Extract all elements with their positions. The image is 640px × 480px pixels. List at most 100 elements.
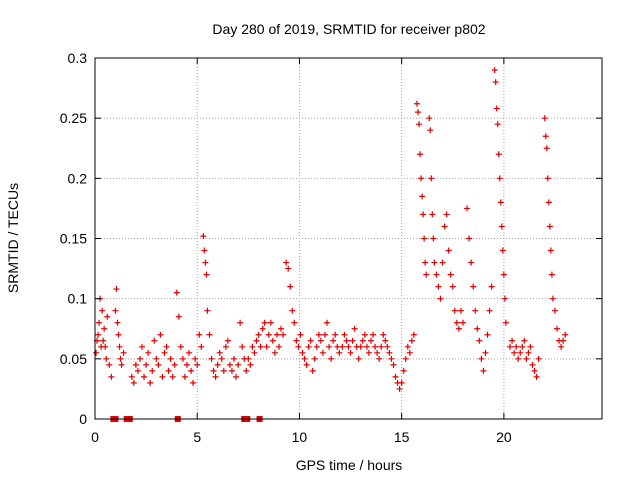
data-point	[235, 361, 242, 368]
data-point	[159, 373, 166, 380]
data-point	[492, 79, 499, 86]
data-point	[474, 325, 481, 332]
data-point	[501, 295, 508, 302]
data-point	[280, 331, 287, 338]
data-point	[117, 355, 124, 362]
data-point	[139, 343, 146, 350]
data-point	[384, 343, 391, 350]
data-point	[459, 319, 466, 326]
data-point	[141, 373, 148, 380]
data-point	[273, 331, 280, 338]
data-point	[415, 109, 422, 116]
data-point	[472, 307, 479, 314]
data-point	[545, 199, 552, 206]
data-point	[249, 343, 256, 350]
data-point	[183, 361, 190, 368]
data-point	[380, 331, 387, 338]
data-point	[233, 373, 240, 380]
data-point	[453, 319, 460, 326]
data-point	[245, 355, 252, 362]
data-point	[237, 319, 244, 326]
data-point	[330, 337, 337, 344]
data-point	[206, 331, 213, 338]
data-point	[361, 331, 368, 338]
data-point	[419, 193, 426, 200]
data-point	[115, 331, 122, 338]
data-point	[104, 313, 111, 320]
data-point	[548, 271, 555, 278]
data-point	[305, 343, 312, 350]
data-point	[188, 367, 195, 374]
data-point	[112, 307, 119, 314]
data-point	[547, 247, 554, 254]
data-point	[531, 367, 538, 374]
data-point	[410, 331, 417, 338]
data-point	[543, 145, 550, 152]
data-point	[309, 367, 316, 374]
data-point	[408, 337, 415, 344]
data-point	[468, 259, 475, 266]
data-point	[541, 115, 548, 122]
data-point	[542, 133, 549, 140]
data-point	[421, 235, 428, 242]
data-point	[315, 331, 322, 338]
data-point	[321, 331, 328, 338]
data-point	[153, 355, 160, 362]
data-point	[216, 349, 223, 356]
data-point	[554, 325, 561, 332]
data-point	[116, 343, 123, 350]
data-point	[513, 343, 520, 350]
data-point	[420, 211, 427, 218]
data-point	[382, 337, 389, 344]
data-point	[311, 355, 318, 362]
data-point	[386, 349, 393, 356]
data-point	[128, 373, 135, 380]
data-point	[261, 319, 268, 326]
data-point	[173, 289, 180, 296]
data-point	[303, 361, 310, 368]
data-point	[466, 235, 473, 242]
data-point	[132, 361, 139, 368]
data-point	[495, 151, 502, 158]
data-point	[478, 355, 485, 362]
data-point	[255, 331, 262, 338]
data-point	[519, 343, 526, 350]
data-point	[544, 175, 551, 182]
data-point	[165, 367, 172, 374]
data-point	[464, 205, 471, 212]
data-point	[507, 343, 514, 350]
data-point	[95, 331, 102, 338]
data-point	[428, 175, 435, 182]
data-point	[429, 211, 436, 218]
data-point	[443, 211, 450, 218]
data-point	[351, 325, 358, 332]
data-point	[218, 355, 225, 362]
data-point	[231, 355, 238, 362]
data-point	[299, 349, 306, 356]
data-point	[396, 385, 403, 392]
data-point	[515, 355, 522, 362]
data-point	[301, 355, 308, 362]
data-point	[149, 367, 156, 374]
data-point	[525, 349, 532, 356]
y-tick-label: 0.25	[60, 110, 87, 126]
data-point	[203, 271, 210, 278]
data-point	[265, 331, 272, 338]
data-point	[228, 367, 235, 374]
data-point	[283, 259, 290, 266]
data-point	[120, 349, 127, 356]
data-point	[334, 343, 341, 350]
data-point	[511, 349, 518, 356]
data-point	[392, 373, 399, 380]
data-point	[517, 349, 524, 356]
data-point	[145, 349, 152, 356]
data-point	[449, 283, 456, 290]
data-point	[257, 343, 264, 350]
data-point	[455, 325, 462, 332]
data-point	[497, 199, 504, 206]
data-point	[171, 361, 178, 368]
axis-ticks: 0 0.05 0.1 0.15 0.2 0.25 0.3 0 5 10 15 20	[60, 50, 602, 445]
x-axis-label: GPS time / hours	[296, 457, 403, 473]
data-point	[416, 121, 423, 128]
